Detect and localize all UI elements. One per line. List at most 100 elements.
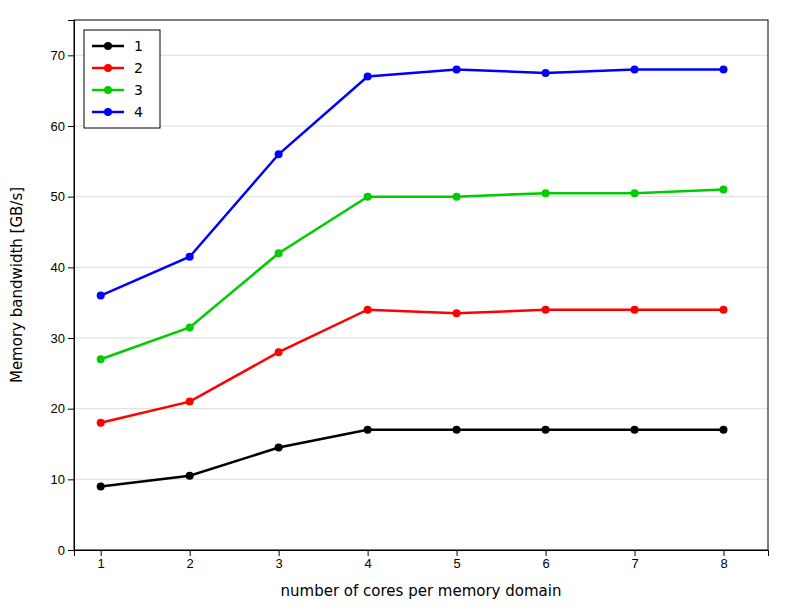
- point: [453, 193, 461, 201]
- legend-item: 3: [92, 82, 143, 98]
- tick: 6: [542, 550, 549, 571]
- legend-label: 1: [134, 38, 143, 54]
- x-axis-title: number of cores per memory domain: [281, 582, 562, 600]
- tick: 3: [276, 550, 283, 571]
- tick-mark: [368, 550, 369, 556]
- point: [364, 73, 372, 81]
- tick-mark: [279, 550, 280, 556]
- tick-label: 1: [98, 556, 105, 571]
- y-axis-title: Memory bandwidth [GB/s]: [8, 187, 26, 383]
- series-line: [101, 69, 724, 295]
- tick-label: 6: [542, 556, 549, 571]
- point: [186, 323, 194, 331]
- series: [97, 426, 728, 491]
- grid-line: [74, 408, 768, 409]
- tick: 7: [631, 550, 638, 571]
- point: [186, 398, 194, 406]
- grid-line: [74, 338, 768, 339]
- tick: 10: [51, 472, 74, 487]
- grid-line: [74, 126, 768, 127]
- tick-label: 7: [631, 556, 638, 571]
- tick-mark: [68, 55, 74, 56]
- tick-label: 4: [364, 556, 371, 571]
- legend-label: 4: [134, 104, 143, 120]
- point: [453, 309, 461, 317]
- tick: 5: [453, 550, 460, 571]
- grid-line: [74, 55, 768, 56]
- series: [97, 306, 728, 427]
- tick: 40: [51, 260, 74, 275]
- legend-item: 2: [92, 60, 143, 76]
- grid-line: [74, 479, 768, 480]
- legend-marker: [104, 108, 112, 116]
- legend-label: 2: [134, 60, 143, 76]
- tick: 8: [720, 550, 727, 571]
- legend: 1 2 3 4: [84, 30, 160, 128]
- legend-box: [84, 30, 160, 128]
- tick-mark: [68, 197, 74, 198]
- tick-mark: [724, 550, 725, 556]
- point: [275, 444, 283, 452]
- point: [720, 186, 728, 194]
- tick: 0: [58, 543, 74, 558]
- point: [364, 426, 372, 434]
- tick-mark: [68, 338, 74, 339]
- tick: 60: [51, 119, 74, 134]
- tick-label: 5: [453, 556, 460, 571]
- grid-line: [74, 267, 768, 268]
- series: [97, 186, 728, 364]
- point: [631, 306, 639, 314]
- point: [453, 426, 461, 434]
- legend-item: 1: [92, 38, 143, 54]
- point: [542, 306, 550, 314]
- tick-label: 30: [51, 331, 65, 346]
- tick-label: 8: [720, 556, 727, 571]
- series: [97, 65, 728, 299]
- plot-frame: [74, 20, 768, 550]
- point: [186, 472, 194, 480]
- tick-mark: [68, 409, 74, 410]
- tick-mark: [546, 550, 547, 556]
- point: [631, 426, 639, 434]
- tick: 50: [51, 189, 74, 204]
- tick-mark: [68, 550, 74, 551]
- tick-label: 50: [51, 189, 65, 204]
- chart: 1 2 3 4 5 6 7 8 0 10 20 30 40 50 60 70 1 2 3 4 number of cor…: [0, 0, 792, 612]
- point: [720, 426, 728, 434]
- legend-item: 4: [92, 104, 143, 120]
- point: [631, 189, 639, 197]
- tick-label: 20: [51, 401, 65, 416]
- series-line: [101, 190, 724, 360]
- grid: [74, 55, 768, 550]
- legend-marker: [104, 42, 112, 50]
- tick: 30: [51, 331, 74, 346]
- point: [97, 419, 105, 427]
- tick-mark: [190, 550, 191, 556]
- tick-mark: [68, 267, 74, 268]
- tick-label: 10: [51, 472, 65, 487]
- point: [631, 65, 639, 73]
- plot: 1 2 3 4 5 6 7 8 0 10 20 30 40 50 60 70 1 2 3 4: [51, 20, 769, 571]
- point: [542, 69, 550, 77]
- point: [97, 355, 105, 363]
- tick-mark: [68, 126, 74, 127]
- point: [275, 249, 283, 257]
- series-line: [101, 430, 724, 487]
- tick-mark: [635, 550, 636, 556]
- tick-mark: [101, 550, 102, 556]
- tick-label: 2: [187, 556, 194, 571]
- tick-mark: [457, 550, 458, 556]
- point: [720, 65, 728, 73]
- point: [542, 189, 550, 197]
- tick-label: 70: [51, 48, 65, 63]
- point: [97, 482, 105, 490]
- legend-marker: [104, 64, 112, 72]
- data-area: [97, 65, 728, 490]
- tick: 70: [51, 48, 74, 63]
- point: [364, 193, 372, 201]
- series-line: [101, 310, 724, 423]
- point: [97, 292, 105, 300]
- legend-label: 3: [134, 82, 143, 98]
- tick-mark: [68, 479, 74, 480]
- tick-label: 60: [51, 119, 65, 134]
